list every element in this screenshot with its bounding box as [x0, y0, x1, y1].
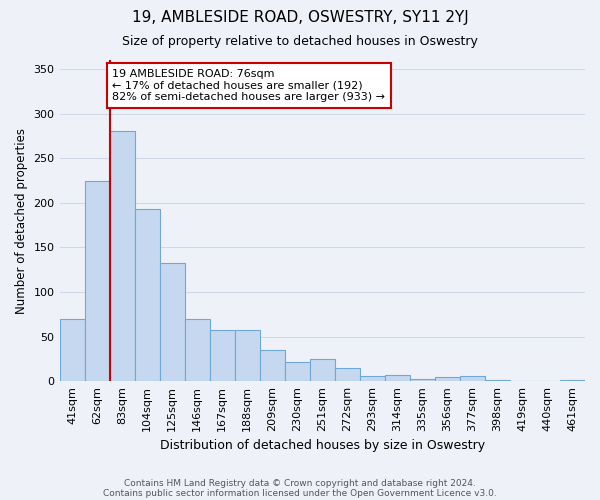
Bar: [160, 262, 185, 381]
X-axis label: Distribution of detached houses by size in Oswestry: Distribution of detached houses by size …: [160, 440, 485, 452]
Bar: [385, 375, 410, 381]
Bar: [410, 378, 435, 381]
Bar: [285, 362, 310, 381]
Text: 19, AMBLESIDE ROAD, OSWESTRY, SY11 2YJ: 19, AMBLESIDE ROAD, OSWESTRY, SY11 2YJ: [131, 10, 469, 25]
Bar: [435, 376, 460, 381]
Bar: [134, 209, 160, 381]
Bar: [59, 318, 85, 381]
Text: Contains public sector information licensed under the Open Government Licence v3: Contains public sector information licen…: [103, 488, 497, 498]
Bar: [235, 330, 260, 381]
Text: 19 AMBLESIDE ROAD: 76sqm
← 17% of detached houses are smaller (192)
82% of semi-: 19 AMBLESIDE ROAD: 76sqm ← 17% of detach…: [112, 69, 385, 102]
Bar: [360, 376, 385, 381]
Bar: [260, 350, 285, 381]
Bar: [209, 330, 235, 381]
Bar: [335, 368, 360, 381]
Bar: [185, 318, 209, 381]
Bar: [485, 380, 510, 381]
Y-axis label: Number of detached properties: Number of detached properties: [15, 128, 28, 314]
Bar: [110, 132, 134, 381]
Bar: [310, 359, 335, 381]
Bar: [560, 380, 585, 381]
Text: Contains HM Land Registry data © Crown copyright and database right 2024.: Contains HM Land Registry data © Crown c…: [124, 478, 476, 488]
Bar: [460, 376, 485, 381]
Text: Size of property relative to detached houses in Oswestry: Size of property relative to detached ho…: [122, 35, 478, 48]
Bar: [85, 182, 110, 381]
